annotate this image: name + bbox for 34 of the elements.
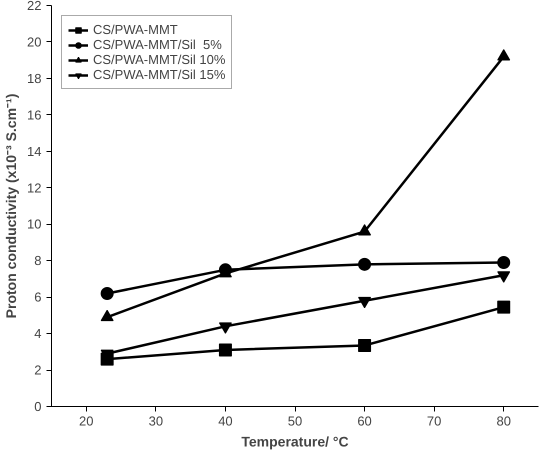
y-tick-label: 14	[27, 144, 42, 159]
y-tick-label: 16	[27, 107, 42, 122]
x-tick-label: 20	[79, 414, 94, 428]
point	[497, 49, 510, 60]
x-tick-label: 70	[426, 414, 442, 428]
y-tick-label: 10	[27, 216, 42, 232]
point	[218, 322, 232, 334]
y-tick-label: 12	[27, 180, 42, 196]
y-tick-label: 8	[34, 253, 42, 268]
x-tick-label: 50	[288, 414, 302, 428]
point	[497, 300, 510, 314]
point	[358, 258, 372, 271]
y-tick-label: 4	[34, 326, 42, 342]
y-tick-label: 22	[27, 0, 42, 13]
point	[100, 287, 114, 300]
y-tick-label: 2	[34, 362, 42, 378]
x-axis-title: Temperature/ °C	[241, 434, 349, 450]
y-tick-label: 18	[27, 70, 42, 86]
y-tick-label: 0	[34, 399, 42, 414]
y-tick-label: 20	[27, 34, 42, 50]
y-axis-title: Proton conductivity (x10⁻³ S.cm⁻¹)	[3, 94, 20, 318]
x-tick-label: 60	[357, 414, 372, 428]
point	[497, 256, 510, 269]
x-tick-label: 80	[496, 414, 511, 428]
x-tick-label: 40	[218, 414, 233, 428]
legend-label: CS/PWA-MMT/Sil 15%	[93, 67, 226, 82]
legend-label: CS/PWA-MMT/Sil 10%	[93, 52, 226, 67]
point	[218, 343, 232, 356]
legend-label: CS/PWA-MMT	[93, 22, 178, 37]
x-tick-label: 30	[148, 414, 164, 428]
legend-label: CS/PWA-MMT/Sil 5%	[93, 37, 222, 52]
point	[358, 224, 372, 236]
y-tick-label: 6	[34, 290, 42, 305]
point	[358, 338, 372, 352]
